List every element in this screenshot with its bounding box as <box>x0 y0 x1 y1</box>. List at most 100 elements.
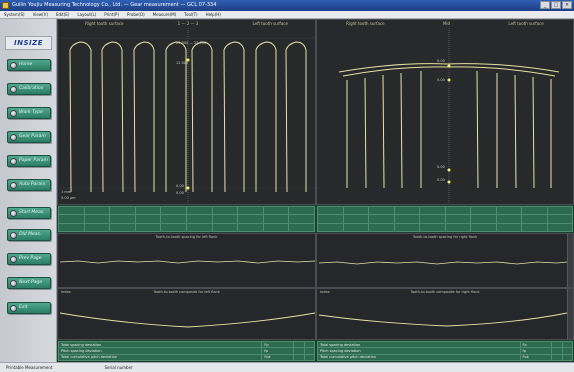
right-value-upper: 5.00 <box>437 78 445 82</box>
spacing-strip-right-title: Tooth-to-tooth spacing for right flank <box>412 235 478 239</box>
start-meas-button[interactable]: Start Meas. <box>7 207 51 219</box>
left-value-lower: 0.00 <box>176 184 184 188</box>
close-button[interactable]: × <box>562 1 572 9</box>
composite-strip-right-label: Index <box>320 290 330 294</box>
left-value-bottom: 0.00 <box>176 191 184 195</box>
calibration-button[interactable]: Calibration <box>7 83 51 95</box>
menu-help[interactable]: Help(H) <box>205 12 221 17</box>
status-right: Serial number <box>104 365 133 370</box>
gear-param-label: Gear Param <box>19 134 46 139</box>
composite-strip-left: Index Tooth-to-tooth composite for left … <box>57 288 316 340</box>
gear-param-icon <box>10 134 17 141</box>
left-plot-header-right: Left tooth surface <box>252 21 288 26</box>
menu-bar: System(S) View(V) Edit(E) Layout(L) Prin… <box>0 11 574 19</box>
left-scale-label: 1 mm <box>61 190 72 194</box>
left-info-table: Total spacing deviation Fp Pitch spacing … <box>57 340 316 362</box>
exit-label: Exit <box>19 305 28 310</box>
composite-strip-right: Index Tooth-to-tooth composite for right… <box>316 288 574 340</box>
composite-strip-scrollbar[interactable] <box>567 289 573 339</box>
left-info-row-2-label: Total cumulative pitch deviation <box>57 353 263 362</box>
right-info-table: Total spacing deviation Fp Pitch spacing … <box>316 340 574 362</box>
right-lead-traces <box>338 63 560 189</box>
right-plot-header-left: Right tooth surface <box>346 21 385 26</box>
right-plot-canvas <box>338 28 560 204</box>
prev-page-button[interactable]: Prev Page <box>7 253 51 265</box>
left-plot-header-mid: 1 — 2 — 3 <box>177 21 199 26</box>
exit-button[interactable]: Exit <box>7 302 51 314</box>
left-profile-plot: Right tooth surface 1 — 2 — 3 Left tooth… <box>57 19 316 205</box>
right-lead-plot: Right tooth surface Mid Left tooth surfa… <box>316 19 574 205</box>
left-value-upper: 12.000 <box>176 61 189 65</box>
auto-param-label: Auto Param <box>19 182 46 187</box>
spacing-strip-left-title: Tooth-to-tooth spacing for left flank <box>155 235 218 239</box>
next-page-icon <box>10 280 17 287</box>
calibration-label: Calibration <box>19 86 44 91</box>
home-button[interactable]: Home <box>7 59 51 71</box>
start-meas-label: Start Meas. <box>19 210 45 215</box>
left-plot-header-left: Right tooth surface <box>85 21 124 26</box>
window-controls: _ □ × <box>540 1 572 9</box>
composite-strip-left-label: Index <box>61 290 71 294</box>
prev-page-label: Prev Page <box>19 256 42 261</box>
paper-param-label: Paper Param <box>19 158 48 163</box>
old-meas-button[interactable]: Old Meas. <box>7 229 51 241</box>
home-icon <box>10 62 17 69</box>
old-meas-label: Old Meas. <box>19 232 42 237</box>
right-data-table <box>316 205 574 233</box>
right-markers <box>447 64 451 184</box>
paper-param-icon <box>10 158 17 165</box>
paper-param-button[interactable]: Paper Param <box>7 155 51 167</box>
work-type-button[interactable]: Work Type <box>7 107 51 119</box>
left-tooth-traces <box>69 41 307 193</box>
maximize-button[interactable]: □ <box>551 1 561 9</box>
spacing-strip-right: Tooth-to-tooth spacing for right flank <box>316 233 574 288</box>
composite-strip-right-canvas <box>318 312 568 327</box>
menu-system[interactable]: System(S) <box>4 12 25 17</box>
sidebar: INSIZE Home Calibration Work Type Gear P… <box>0 19 57 362</box>
start-meas-icon <box>10 210 17 217</box>
left-plot-canvas <box>58 28 315 204</box>
auto-param-button[interactable]: Auto Param <box>7 179 51 191</box>
work-type-icon <box>10 110 17 117</box>
composite-strip-left-canvas <box>59 312 315 328</box>
menu-probe[interactable]: Probe(O) <box>127 12 145 17</box>
title-bar: Guilin Youjiu Measuring Technology Co., … <box>0 0 574 11</box>
left-scale-label-2: 5.00 µm <box>61 196 76 200</box>
status-bar: Printable Measurement Serial number <box>0 362 574 372</box>
composite-strip-left-title: Tooth-to-tooth composite for left flank <box>153 290 220 294</box>
left-plot-header: Right tooth surface 1 — 2 — 3 Left tooth… <box>58 20 315 28</box>
menu-view[interactable]: View(V) <box>32 12 48 17</box>
calibration-icon <box>10 86 17 93</box>
gear-param-button[interactable]: Gear Param <box>7 131 51 143</box>
spacing-strip-right-canvas <box>318 261 568 265</box>
right-value-bottom: 0.00 <box>437 178 445 182</box>
menu-measure[interactable]: Measure(M) <box>152 12 177 17</box>
menu-layout[interactable]: Layout(L) <box>77 12 97 17</box>
spacing-strip-scrollbar[interactable] <box>567 234 573 287</box>
menu-tool[interactable]: Tool(T) <box>184 12 198 17</box>
left-value-top: 25.000 — 25.000 <box>176 41 207 45</box>
next-page-label: Next Page <box>19 280 43 285</box>
minimize-button[interactable]: _ <box>540 1 550 9</box>
prev-page-icon <box>10 256 17 263</box>
status-left: Printable Measurement <box>6 365 53 370</box>
right-value-lower: 5.00 <box>437 165 445 169</box>
main-area: Right tooth surface 1 — 2 — 3 Left tooth… <box>57 19 574 362</box>
right-plot-header-right: Left tooth surface <box>508 21 544 26</box>
old-meas-icon <box>10 232 17 239</box>
menu-edit[interactable]: Edit(E) <box>55 12 70 17</box>
spacing-strip-left: Tooth-to-tooth spacing for left flank <box>57 233 316 288</box>
left-info-row-2-unit: Fpk <box>261 353 295 362</box>
right-plot-header-mid: Mid <box>442 21 451 26</box>
right-info-row-2-label: Total cumulative pitch deviation <box>317 353 521 362</box>
work-type-label: Work Type <box>19 110 43 115</box>
spacing-strip-left-canvas <box>59 260 315 264</box>
brand-logo: INSIZE <box>5 36 52 50</box>
menu-print[interactable]: Print(P) <box>104 12 120 17</box>
next-page-button[interactable]: Next Page <box>7 277 51 289</box>
exit-icon <box>10 305 17 312</box>
left-data-table <box>57 205 316 233</box>
window-title: Guilin Youjiu Measuring Technology Co., … <box>12 2 217 8</box>
app-icon <box>2 2 9 9</box>
